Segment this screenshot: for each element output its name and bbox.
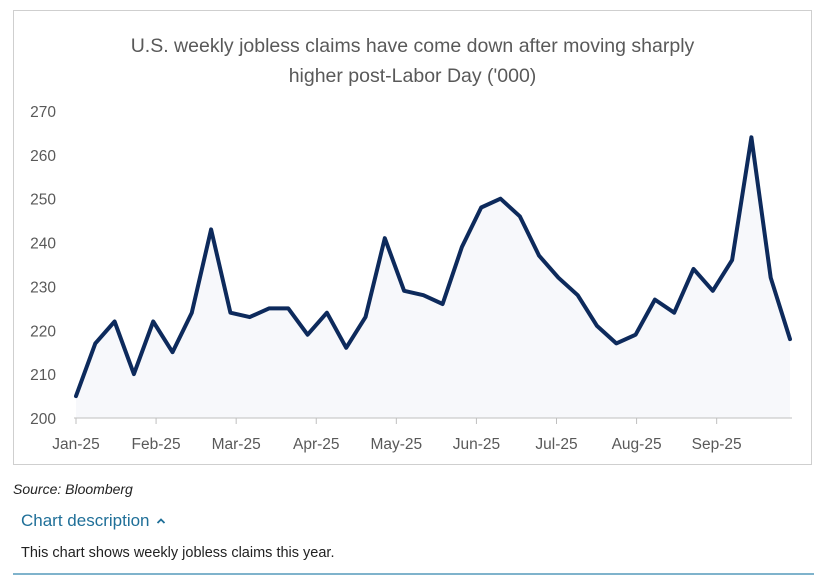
x-tick-label: Jul-25 [535, 436, 577, 453]
chart-frame: U.S. weekly jobless claims have come dow… [13, 10, 812, 465]
x-tick-label: Jan-25 [52, 436, 99, 453]
chart-title-line-2: higher post-Labor Day ('000) [288, 65, 537, 87]
x-tick-label: Feb-25 [132, 436, 181, 453]
x-tick-label: Apr-25 [293, 436, 340, 453]
y-tick-label: 240 [30, 236, 56, 253]
y-tick-label: 230 [30, 279, 56, 296]
chart-description-toggle[interactable]: Chart description [21, 511, 166, 531]
chevron-up-icon [156, 518, 165, 524]
chart-description-label: Chart description [21, 511, 150, 530]
x-tick-label: Jun-25 [453, 436, 500, 453]
source-note: Source: Bloomberg [13, 481, 133, 497]
chart-description-text: This chart shows weekly jobless claims t… [21, 545, 335, 561]
line-chart: 200 210 220 230 240 250 260 270 Jan-25 Feb-25 Mar-… [30, 104, 792, 453]
y-tick-label: 220 [30, 323, 56, 340]
y-tick-label: 200 [30, 411, 56, 428]
y-tick-label: 270 [30, 104, 56, 121]
x-tick-label: Mar-25 [212, 436, 261, 453]
y-tick-label: 250 [30, 192, 56, 209]
x-tick-label: Sep-25 [692, 436, 742, 453]
x-tick-label: May-25 [370, 436, 422, 453]
y-tick-label: 260 [30, 148, 56, 165]
y-tick-label: 210 [30, 367, 56, 384]
series-line [74, 135, 792, 399]
series-area-fill [76, 137, 790, 419]
x-tick-label: Aug-25 [612, 436, 662, 453]
description-divider [13, 573, 814, 575]
chart-title-line-1: U.S. weekly jobless claims have come dow… [130, 35, 695, 57]
chart-title: U.S. weekly jobless claims have come dow… [14, 31, 811, 91]
